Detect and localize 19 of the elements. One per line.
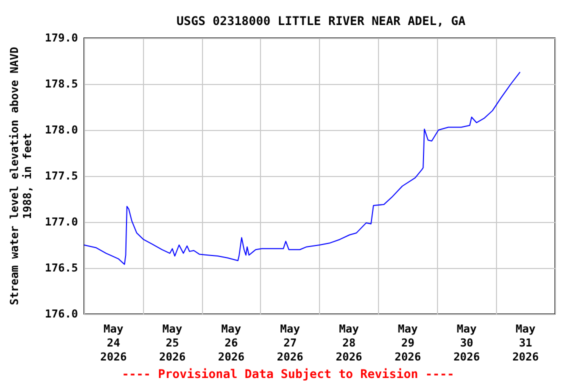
y-tick-label: 178.0	[44, 124, 78, 136]
x-tick-label: May 25 2026	[159, 322, 186, 364]
x-tick-label: May 24 2026	[100, 322, 128, 364]
y-tick-label: 178.5	[44, 78, 78, 90]
y-tick-label: 179.0	[44, 32, 78, 44]
y-tick-label: 176.0	[44, 308, 78, 320]
x-tick-label: May 26 2026	[218, 322, 245, 364]
y-axis-title: Stream water level elevation above NAVD 1988, in feet	[8, 46, 34, 306]
chart-title: USGS 02318000 LITTLE RIVER NEAR ADEL, GA	[176, 14, 466, 28]
y-tick-label: 177.0	[44, 216, 78, 228]
line-series	[84, 72, 521, 265]
y-tick-label: 176.5	[44, 262, 78, 274]
text: ---- Provisional Data Subject to Revision ----	[122, 367, 454, 381]
x-tick-label: May 31 2026	[512, 322, 540, 364]
y-tick-label: 177.5	[44, 170, 78, 182]
x-tick-label: May 28 2026	[336, 322, 363, 364]
x-tick-label: May 27 2026	[276, 322, 304, 364]
x-tick-label: May 30 2026	[453, 322, 480, 364]
x-tick-label: May 29 2026	[394, 322, 422, 364]
